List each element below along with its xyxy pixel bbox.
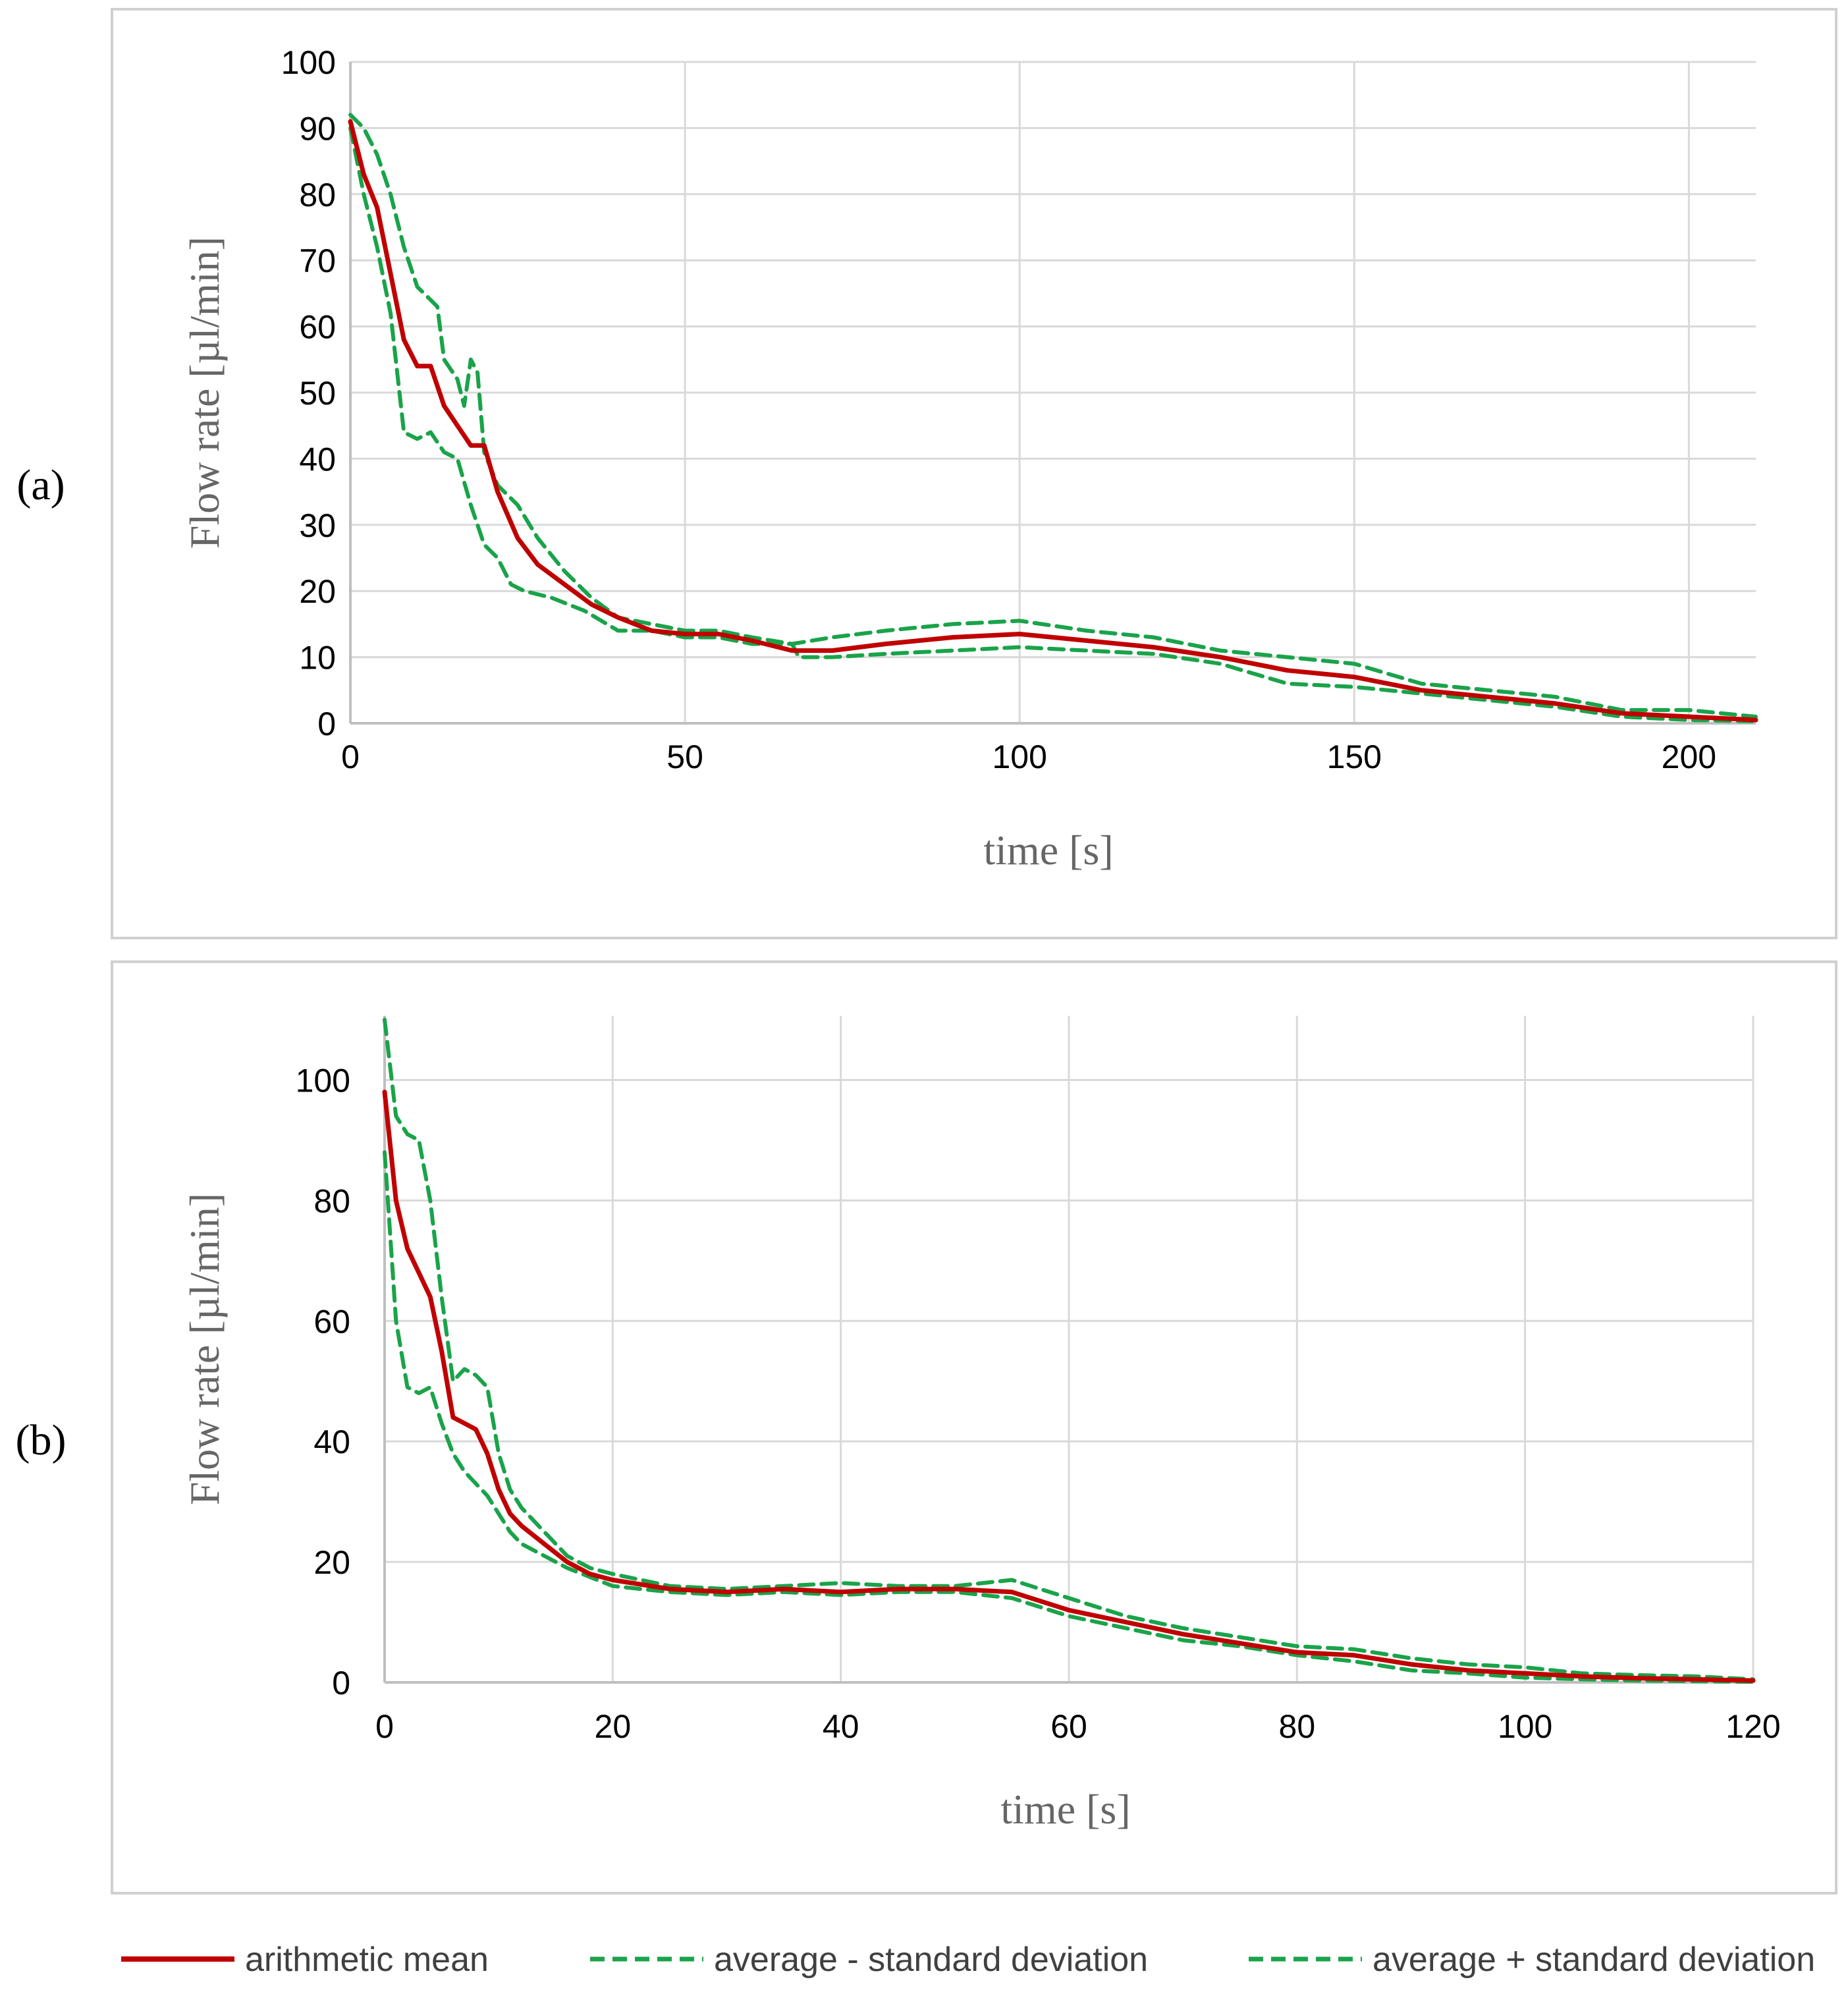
chart-a-series-plus bbox=[348, 113, 1758, 719]
chart-b-series-mean bbox=[382, 1090, 1756, 1683]
chart-a-ytick-label: 100 bbox=[281, 44, 336, 81]
legend: arithmetic mean average - standard devia… bbox=[121, 1941, 1815, 1979]
panel-a-frame bbox=[111, 8, 1837, 939]
chart-b-ytick-label: 40 bbox=[313, 1424, 350, 1460]
chart-a-series-mean bbox=[348, 119, 1758, 723]
chart-b-xlabel: time [s] bbox=[1000, 1786, 1130, 1833]
chart-a-xtick-label: 100 bbox=[992, 738, 1046, 775]
chart-b-ticks: 0 20 40 60 80 100 0 20 40 60 80 100 120 bbox=[296, 1062, 1781, 1745]
chart-b-xtick-label: 20 bbox=[595, 1708, 632, 1745]
chart-a-ytick-label: 20 bbox=[299, 573, 336, 610]
legend-item-mean: arithmetic mean bbox=[121, 1941, 489, 1979]
chart-a-series-minus bbox=[348, 126, 1758, 723]
chart-a-ytick-label: 60 bbox=[299, 309, 336, 346]
chart-a-ytick-label: 10 bbox=[299, 640, 336, 677]
chart-b-ytick-label: 100 bbox=[296, 1062, 350, 1099]
legend-item-plus: average + standard deviation bbox=[1249, 1941, 1815, 1979]
chart-b-axes bbox=[383, 1016, 1753, 1684]
chart-b-ylabel: Flow rate [µl/min] bbox=[181, 1193, 228, 1505]
chart-a-ticks: 0 10 20 30 40 50 60 70 80 90 100 0 50 100 150 200 bbox=[281, 44, 1717, 775]
chart-a-xtick-label: 150 bbox=[1327, 738, 1382, 775]
chart-b-xtick-label: 120 bbox=[1726, 1708, 1780, 1745]
panel-b-label: (b) bbox=[16, 1416, 67, 1464]
chart-a: 0 10 20 30 40 50 60 70 80 90 100 0 50 100 150 200 time … bbox=[181, 44, 1758, 873]
chart-b-xtick-label: 60 bbox=[1050, 1708, 1087, 1745]
panel-b-frame bbox=[111, 960, 1837, 1895]
chart-a-ytick-label: 90 bbox=[299, 110, 336, 147]
chart-a-ylabel: Flow rate [µl/min] bbox=[181, 236, 228, 549]
legend-item-minus: average - standard deviation bbox=[590, 1941, 1148, 1979]
chart-b-xtick-label: 80 bbox=[1279, 1708, 1316, 1745]
chart-a-series bbox=[348, 113, 1758, 723]
chart-a-grid bbox=[350, 61, 1756, 723]
chart-b-series bbox=[382, 1018, 1756, 1684]
legend-label-plus: average + standard deviation bbox=[1372, 1941, 1815, 1979]
chart-a-ytick-label: 30 bbox=[299, 507, 336, 544]
chart-a-ytick-label: 80 bbox=[299, 177, 336, 213]
panel-a-label: (a) bbox=[16, 461, 65, 509]
chart-a-ytick-label: 0 bbox=[317, 706, 336, 742]
chart-b-xtick-label: 0 bbox=[375, 1708, 394, 1745]
chart-a-xtick-label: 200 bbox=[1662, 738, 1716, 775]
chart-b-series-minus bbox=[383, 1150, 1755, 1684]
chart-a-ytick-label: 50 bbox=[299, 375, 336, 412]
chart-a-axes bbox=[349, 62, 1756, 725]
chart-a-xtick-label: 50 bbox=[666, 738, 703, 775]
chart-b-ytick-label: 80 bbox=[313, 1182, 350, 1219]
chart-b: 0 20 40 60 80 100 0 20 40 60 80 100 120 time [s] Flo… bbox=[181, 1016, 1781, 1833]
chart-a-xlabel: time [s] bbox=[983, 827, 1113, 873]
chart-b-ytick-label: 0 bbox=[332, 1665, 350, 1702]
chart-b-ytick-label: 20 bbox=[313, 1544, 350, 1581]
chart-b-grid bbox=[385, 1016, 1754, 1682]
chart-b-xtick-label: 40 bbox=[823, 1708, 859, 1745]
chart-b-xtick-label: 100 bbox=[1498, 1708, 1552, 1745]
chart-b-ytick-label: 60 bbox=[313, 1303, 350, 1340]
legend-label-mean: arithmetic mean bbox=[245, 1941, 489, 1979]
chart-a-xtick-label: 0 bbox=[341, 738, 360, 775]
chart-a-ytick-label: 70 bbox=[299, 242, 336, 279]
chart-a-ytick-label: 40 bbox=[299, 441, 336, 478]
legend-label-minus: average - standard deviation bbox=[714, 1941, 1148, 1979]
